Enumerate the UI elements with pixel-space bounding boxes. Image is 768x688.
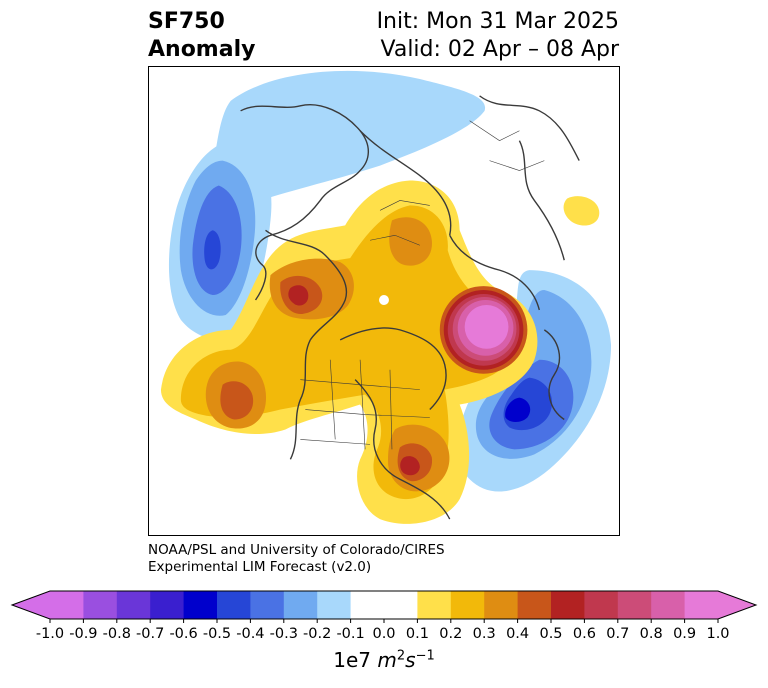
colorbar-tick-label: 0.9 bbox=[673, 626, 697, 642]
colorbar-tick-label: -0.5 bbox=[202, 626, 232, 642]
valid-range: Valid: 02 Apr – 08 Apr bbox=[380, 37, 620, 62]
contour-red bbox=[400, 456, 420, 476]
colorbar-units: 1e7 m2s−1 bbox=[0, 648, 768, 672]
init-date: Init: Mon 31 Mar 2025 bbox=[376, 9, 619, 34]
colorbar-swatch bbox=[551, 591, 585, 619]
units-m-exponent: 2 bbox=[396, 648, 406, 664]
anomaly-label: Anomaly bbox=[148, 37, 256, 62]
contour-magenta bbox=[464, 304, 509, 349]
colorbar-tick-label: -0.7 bbox=[136, 626, 165, 642]
colorbar-swatch bbox=[450, 591, 485, 619]
colorbar-swatch bbox=[250, 591, 285, 619]
colorbar-tick-label: 0.2 bbox=[439, 626, 463, 642]
colorbar-swatch bbox=[150, 591, 185, 619]
units-prefix: 1e7 bbox=[333, 648, 378, 672]
credit-text: NOAA/PSL and University of Colorado/CIRE… bbox=[148, 542, 445, 576]
colorbar-swatch bbox=[183, 591, 218, 619]
north-pole-marker bbox=[379, 295, 389, 305]
contour-blue-dark bbox=[204, 230, 221, 270]
colorbar-graphic bbox=[10, 590, 758, 623]
colorbar-swatch bbox=[484, 591, 519, 619]
colorbar-tick-label: -0.9 bbox=[69, 626, 98, 642]
forecast-dates: Init: Mon 31 Mar 2025 Valid: 02 Apr – 08… bbox=[377, 8, 619, 64]
colorbar-swatch bbox=[50, 591, 84, 619]
units-s: s bbox=[405, 648, 416, 672]
map-panel bbox=[148, 66, 620, 536]
colorbar-swatch bbox=[83, 591, 118, 619]
colorbar-swatch bbox=[384, 591, 418, 619]
colorbar-tick-label: 0.6 bbox=[572, 626, 596, 642]
positive-anomaly-core bbox=[439, 286, 528, 374]
colorbar-swatch bbox=[651, 591, 686, 619]
contour-blue-deep bbox=[505, 397, 531, 422]
positive-anomaly-small bbox=[563, 196, 600, 226]
colorbar-tick-label: -1.0 bbox=[35, 626, 65, 642]
credit-line-2: Experimental LIM Forecast (v2.0) bbox=[148, 559, 372, 575]
colorbar-tick-label: -0.1 bbox=[336, 626, 365, 642]
contour-dark-orange bbox=[220, 381, 254, 420]
anomaly-map bbox=[160, 70, 612, 524]
negative-anomaly-arctic bbox=[214, 70, 486, 202]
colorbar-tick-labels: -1.0 -0.9 -0.8 -0.7 -0.6 -0.5 -0.4 -0.3 -0.2 -0.1… bbox=[0, 626, 768, 646]
credit-line-1: NOAA/PSL and University of Colorado/CIRE… bbox=[148, 542, 445, 558]
units-s-exponent: −1 bbox=[415, 648, 435, 664]
colorbar-tick-label: 0.3 bbox=[472, 626, 496, 642]
units-m: m bbox=[377, 648, 397, 672]
colorbar-swatch bbox=[617, 591, 652, 619]
colorbar-tick-label: 0.1 bbox=[405, 626, 429, 642]
contour-red bbox=[288, 285, 309, 306]
colorbar-tick-label: -0.6 bbox=[169, 626, 198, 642]
colorbar-swatch bbox=[517, 591, 552, 619]
colorbar-tick-label: 0.0 bbox=[372, 626, 396, 642]
colorbar-tick-label: 0.4 bbox=[506, 626, 530, 642]
colorbar-swatch bbox=[684, 591, 719, 619]
colorbar-tick-label: -0.4 bbox=[236, 626, 265, 642]
colorbar-swatch bbox=[317, 591, 352, 619]
colorbar-tick-label: 1.0 bbox=[706, 626, 730, 642]
colorbar-swatch bbox=[217, 591, 251, 619]
map-title: SF750 Anomaly bbox=[148, 8, 255, 64]
colorbar-swatch bbox=[116, 591, 151, 619]
colorbar-tick-label: -0.3 bbox=[269, 626, 298, 642]
colorbar-tick-label: 0.5 bbox=[539, 626, 563, 642]
coastlines bbox=[240, 95, 580, 520]
colorbar-swatch bbox=[417, 591, 452, 619]
colorbar-extend-negative bbox=[12, 591, 50, 619]
colorbar-tick-label: 0.8 bbox=[639, 626, 663, 642]
borders bbox=[300, 120, 545, 450]
colorbar-tick-label: -0.2 bbox=[303, 626, 332, 642]
colorbar-extend-positive bbox=[718, 591, 756, 619]
contour-blue-light bbox=[214, 70, 486, 202]
negative-anomaly-left bbox=[168, 140, 272, 341]
variable-label: SF750 bbox=[148, 9, 225, 34]
colorbar-tick-label: -0.8 bbox=[102, 626, 131, 642]
contour-gold bbox=[180, 205, 516, 500]
colorbar-swatch bbox=[283, 591, 318, 619]
positive-anomaly-main bbox=[160, 180, 538, 524]
colorbar bbox=[0, 588, 768, 624]
negative-anomaly-right bbox=[457, 270, 612, 492]
colorbar-swatch bbox=[584, 591, 619, 619]
colorbar-swatch bbox=[350, 591, 385, 619]
colorbar-tick-label: 0.7 bbox=[606, 626, 630, 642]
